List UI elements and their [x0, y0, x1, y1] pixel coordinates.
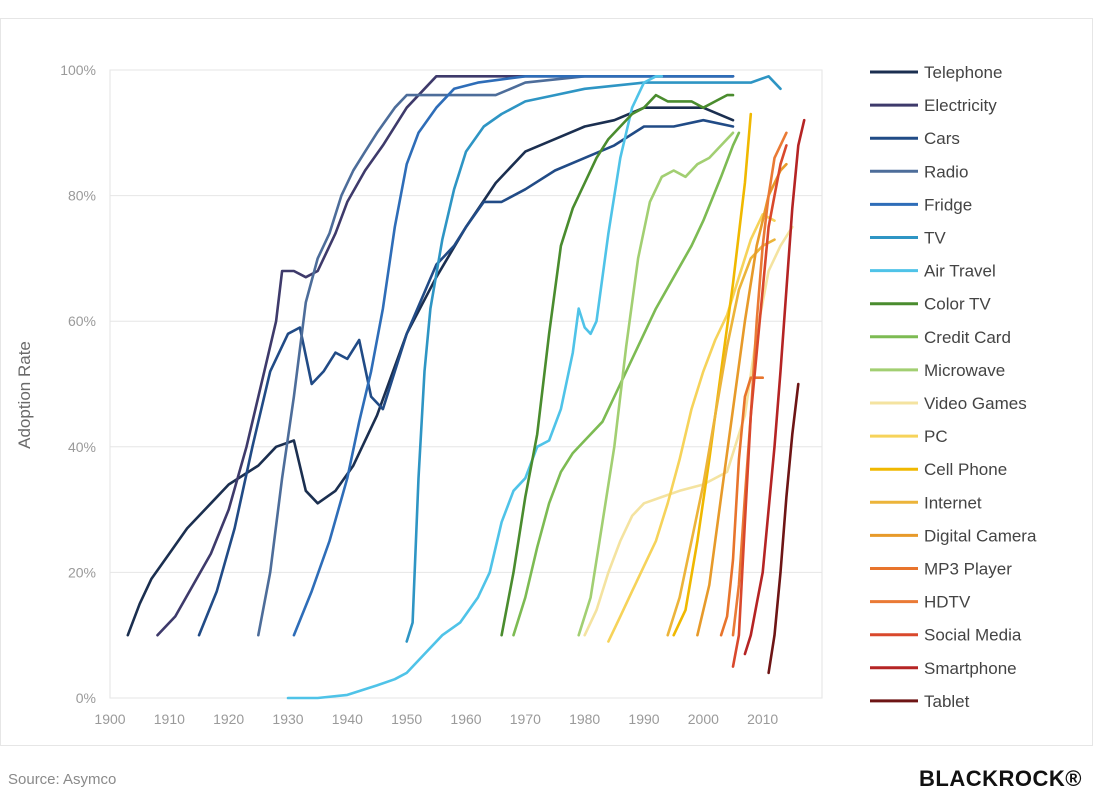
x-tick-label: 1950 — [391, 711, 422, 727]
x-tick-label: 1930 — [272, 711, 303, 727]
series-line-telephone — [126, 106, 735, 637]
series-line-social-media — [731, 144, 788, 668]
x-tick-label: 1980 — [569, 711, 600, 727]
series-line-electricity — [156, 75, 735, 637]
brand-logo: BLACKROCK® — [919, 766, 1082, 791]
x-tick-label: 1970 — [510, 711, 541, 727]
legend-label: Cars — [924, 129, 960, 148]
legend-label: Fridge — [924, 195, 972, 214]
legend-label: Telephone — [924, 63, 1002, 82]
series-line-microwave — [577, 131, 735, 637]
y-tick-label: 40% — [68, 439, 96, 455]
legend-label: Electricity — [924, 96, 997, 115]
series-line-pc — [607, 213, 776, 643]
plot-area — [109, 69, 823, 699]
series-line-color-tv — [500, 93, 735, 637]
x-axis-ticks: 1900 1910 1920 1930 1940 1950 1960 1970 1980 1990… — [94, 711, 778, 727]
legend-label: Microwave — [924, 361, 1005, 380]
series-line-tv — [405, 75, 782, 643]
legend-label: HDTV — [924, 593, 971, 612]
y-tick-label: 60% — [68, 313, 96, 329]
x-tick-label: 1900 — [94, 711, 125, 727]
x-tick-label: 2010 — [747, 711, 778, 727]
series-line-video-games — [583, 225, 794, 637]
legend: Telephone Electricity Cars Radio Fridge TV Air… — [870, 63, 1037, 711]
source-note: Source: Asymco — [8, 771, 117, 788]
series-line-credit-card — [512, 131, 741, 637]
legend-label: Air Travel — [924, 262, 996, 281]
legend-label: Color TV — [924, 295, 991, 314]
x-tick-label: 1960 — [450, 711, 481, 727]
legend-label: Tablet — [924, 692, 970, 711]
x-tick-label: 2000 — [688, 711, 719, 727]
y-axis-ticks: 0% 20% 40% 60% 80% 100% — [60, 62, 96, 706]
legend-label: TV — [924, 229, 946, 248]
legend-label: Digital Camera — [924, 526, 1037, 545]
legend-label: Credit Card — [924, 328, 1011, 347]
series-line-fridge — [292, 75, 735, 637]
series-line-radio — [257, 75, 735, 637]
legend-label: PC — [924, 427, 948, 446]
legend-label: MP3 Player — [924, 560, 1012, 579]
legend-label: Cell Phone — [924, 460, 1007, 479]
y-tick-label: 100% — [60, 62, 96, 78]
x-tick-label: 1920 — [213, 711, 244, 727]
y-tick-label: 0% — [76, 690, 96, 706]
y-tick-label: 80% — [68, 188, 96, 204]
x-tick-label: 1990 — [628, 711, 659, 727]
series-line-mp3-player — [719, 376, 764, 637]
series-line-smartphone — [743, 118, 806, 656]
legend-label: Internet — [924, 493, 982, 512]
grid — [109, 69, 823, 699]
legend-label: Smartphone — [924, 659, 1017, 678]
series-lines — [126, 75, 806, 700]
legend-label: Video Games — [924, 394, 1027, 413]
legend-label: Radio — [924, 162, 968, 181]
x-tick-label: 1910 — [154, 711, 185, 727]
y-tick-label: 20% — [68, 564, 96, 580]
x-tick-label: 1940 — [332, 711, 363, 727]
legend-label: Social Media — [924, 626, 1022, 645]
series-line-hdtv — [731, 131, 788, 637]
series-line-tablet — [767, 382, 800, 675]
adoption-chart: 0%20%40%60%80%100% 1900 1910 1920 1930 1940 1… — [15, 62, 1037, 727]
series-line-air-travel — [286, 75, 664, 700]
y-axis-label: Adoption Rate — [15, 341, 34, 449]
